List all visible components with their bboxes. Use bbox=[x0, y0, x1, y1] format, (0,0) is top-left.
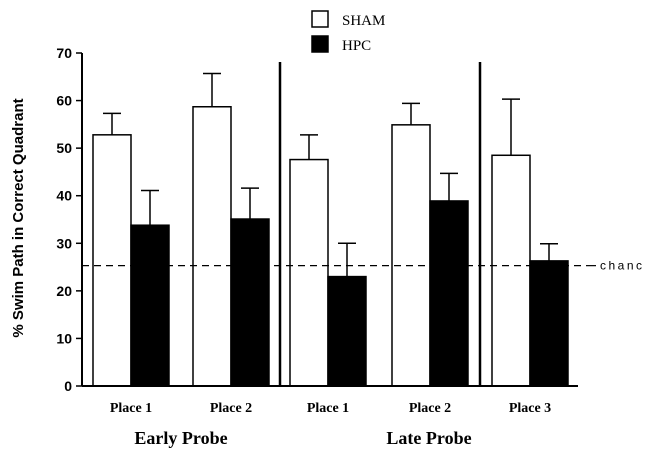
x-tick-label: Place 3 bbox=[509, 401, 551, 416]
bar-hpc bbox=[429, 200, 469, 387]
bar-sham bbox=[192, 106, 232, 387]
axes bbox=[81, 53, 578, 387]
group-separators bbox=[278, 62, 482, 386]
bar-hpc bbox=[327, 275, 367, 387]
legend-swatch-sham bbox=[311, 10, 329, 28]
y-tick-label: 10 bbox=[56, 330, 72, 346]
x-tick-label: Place 2 bbox=[210, 401, 252, 416]
bar-hpc bbox=[529, 260, 569, 387]
bar-sham bbox=[391, 124, 431, 387]
bar-hpc bbox=[130, 224, 170, 387]
bar-sham bbox=[289, 158, 329, 387]
y-tick-label: 50 bbox=[56, 140, 72, 156]
group-labels: Early Probe Late Probe bbox=[134, 428, 471, 448]
bar-hpc bbox=[230, 218, 270, 387]
group-label: Early Probe bbox=[134, 428, 227, 448]
legend-label-sham: SHAM bbox=[342, 13, 385, 29]
bar-sham bbox=[491, 154, 531, 387]
group-label: Late Probe bbox=[386, 428, 471, 448]
y-tick-label: 60 bbox=[56, 93, 72, 109]
bars bbox=[92, 72, 569, 387]
y-tick-label: 0 bbox=[64, 378, 72, 394]
x-axis-labels: Place 1 Place 2 Place 1 Place 2 Place 3 bbox=[110, 401, 551, 416]
legend: SHAM HPC bbox=[311, 10, 385, 54]
y-tick-label: 70 bbox=[56, 45, 72, 61]
chance-line: chance bbox=[82, 259, 645, 273]
y-tick-label: 20 bbox=[56, 283, 72, 299]
y-axis-label: % Swim Path in Correct Quadrant bbox=[10, 98, 27, 337]
x-tick-label: Place 1 bbox=[307, 401, 349, 416]
y-tick-label: 30 bbox=[56, 235, 72, 251]
legend-swatch-hpc bbox=[311, 35, 329, 53]
x-tick-label: Place 2 bbox=[409, 401, 451, 416]
x-tick-label: Place 1 bbox=[110, 401, 152, 416]
legend-label-hpc: HPC bbox=[342, 38, 371, 54]
chance-label: chance bbox=[600, 259, 645, 273]
y-axis-ticks: 0 10 20 30 40 50 60 70 bbox=[56, 45, 82, 394]
bar-sham bbox=[92, 134, 132, 387]
y-tick-label: 40 bbox=[56, 188, 72, 204]
